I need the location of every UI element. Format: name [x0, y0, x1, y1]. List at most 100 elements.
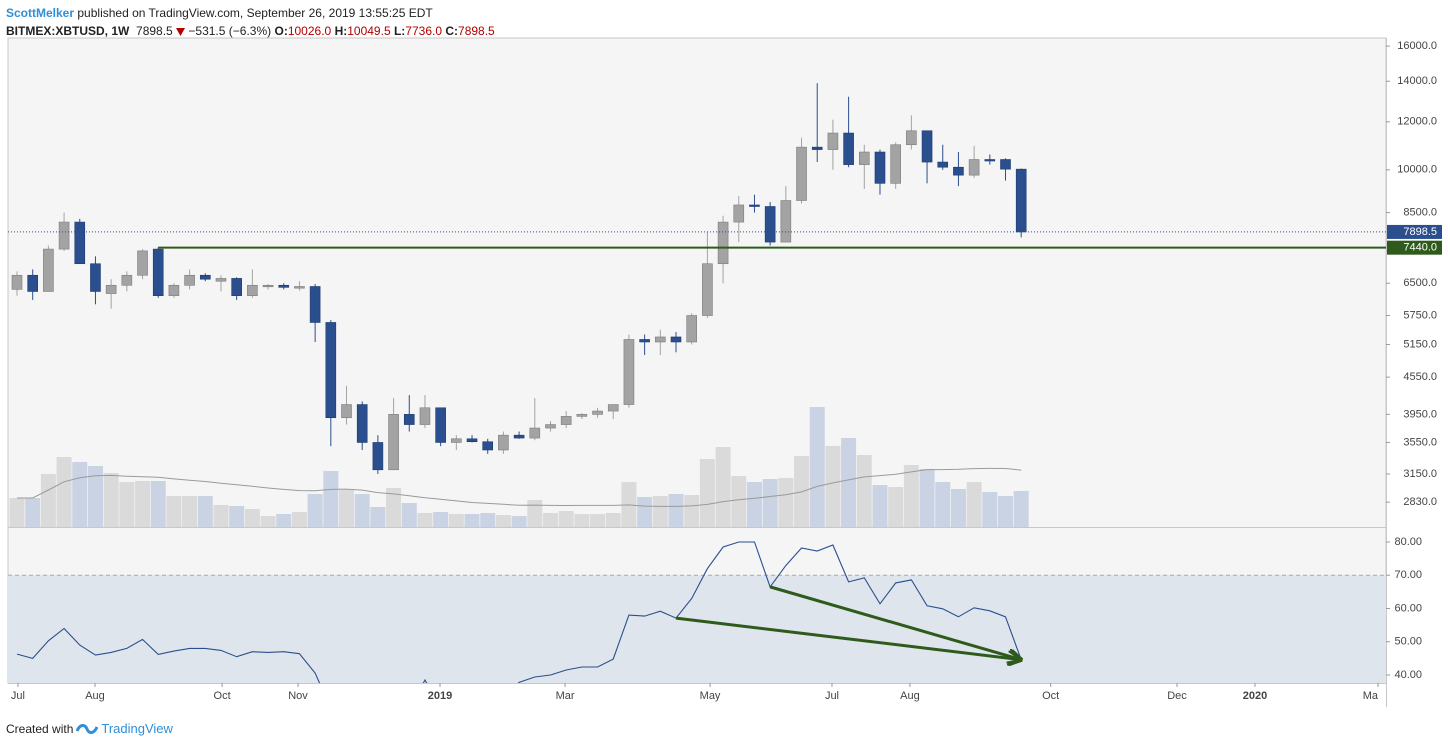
- volume-bar: [511, 516, 527, 527]
- volume-bar: [590, 514, 606, 527]
- tv-logo[interactable]: [76, 722, 99, 736]
- rsi-tick-label: 40.00: [1394, 669, 1422, 681]
- candle-body: [262, 284, 274, 288]
- volume-bar: [166, 496, 182, 527]
- candle-body: [294, 286, 305, 289]
- volume-bar: [778, 478, 794, 527]
- candle-body: [717, 221, 729, 265]
- volume-bar: [25, 498, 41, 527]
- candle-body: [874, 151, 886, 184]
- volume-bar: [9, 498, 25, 527]
- candle-body: [168, 284, 180, 296]
- rsi-pane: [8, 541, 1386, 683]
- candle-body: [843, 132, 854, 165]
- down-arrow: [176, 27, 186, 36]
- volume-bar: [464, 514, 480, 527]
- volume-bar: [150, 481, 166, 527]
- volume-bar: [731, 476, 747, 527]
- volume-bar: [244, 509, 260, 527]
- last-value: 7898.5: [136, 24, 173, 38]
- volume-bar: [699, 459, 715, 527]
- y-tick-label: 5750.0: [1403, 309, 1437, 321]
- candle-body: [231, 278, 242, 296]
- volume-bar: [1013, 491, 1029, 527]
- candle-body: [607, 404, 619, 412]
- volume-bar: [809, 407, 825, 527]
- y-tick-label: 3150.0: [1403, 468, 1437, 480]
- hline-label: 7440.0: [1403, 242, 1437, 254]
- volume-bar: [966, 482, 982, 527]
- low-label: L:: [393, 24, 406, 38]
- volume-bar: [354, 494, 370, 527]
- trend-arrow: [675, 616, 1021, 660]
- candle-body: [796, 146, 807, 201]
- volume-bar: [135, 481, 151, 527]
- candle-body: [623, 339, 635, 405]
- volume-bar: [119, 482, 135, 527]
- brand[interactable]: TradingView: [101, 721, 173, 736]
- candle-body: [733, 204, 745, 223]
- candle-body: [953, 166, 964, 176]
- volume-bar: [323, 471, 339, 527]
- candle-body: [11, 274, 23, 290]
- candle-body: [403, 414, 415, 425]
- volume-bar: [825, 446, 841, 527]
- y-tick-label: 4550.0: [1403, 371, 1437, 383]
- candle-body: [529, 427, 541, 439]
- volume-bar: [56, 457, 72, 527]
- rsi-band: [8, 575, 1386, 683]
- volume-bar: [558, 511, 574, 527]
- volume-bar: [746, 482, 762, 527]
- header-line-2: BITMEX:XBTUSD, 1W 7898.5 −531.5 (−6.3%) …: [6, 22, 495, 40]
- volume-bar: [668, 494, 684, 527]
- volume-bar: [715, 447, 731, 527]
- volume-ma: [17, 467, 1022, 507]
- volume-bar: [888, 487, 904, 527]
- volume-bar: [386, 488, 402, 527]
- candle-body: [27, 274, 38, 292]
- candle-body: [968, 159, 980, 176]
- volume-bar: [935, 482, 951, 527]
- candle-body: [576, 414, 588, 417]
- candle-body: [58, 221, 70, 250]
- candle-body: [152, 248, 164, 296]
- x-tick-label: Jul: [11, 690, 25, 702]
- x-tick-label: Nov: [288, 690, 308, 702]
- y-tick-label: 10000.0: [1397, 164, 1437, 176]
- candle-body: [372, 442, 384, 471]
- x-tick-label: May: [700, 690, 721, 702]
- change: −531.5 (−6.3%): [188, 24, 272, 38]
- candle-body: [890, 144, 901, 184]
- volume-bar: [229, 506, 245, 527]
- volume-bar: [370, 507, 386, 527]
- volume-bar: [982, 492, 998, 527]
- x-tick-label: Dec: [1167, 690, 1187, 702]
- volume-bar: [182, 496, 198, 527]
- volume-bar: [291, 512, 307, 527]
- y-tick-label: 2830.0: [1403, 496, 1437, 508]
- rsi-line: [16, 541, 1022, 683]
- candle-body: [466, 438, 478, 443]
- rsi-tick-label: 50.00: [1394, 636, 1422, 648]
- y-tick-label: 8500.0: [1403, 207, 1437, 219]
- x-tick-label: Aug: [900, 690, 920, 702]
- candle-body: [780, 200, 792, 243]
- volume-bar: [339, 490, 355, 527]
- candle-body: [921, 130, 933, 163]
- author[interactable]: ScottMelker: [6, 6, 75, 20]
- candle-body: [388, 414, 399, 471]
- volume-bar: [433, 512, 449, 527]
- candle-body: [749, 204, 760, 207]
- symbol: BITMEX:XBTUSD, 1W: [6, 24, 130, 38]
- volume-bar: [950, 489, 966, 527]
- candle-body: [356, 404, 368, 443]
- candle-body: [137, 250, 148, 276]
- volume-bar: [103, 473, 119, 527]
- y-tick-label: 3550.0: [1403, 436, 1437, 448]
- close-value: 7898.5: [458, 24, 495, 38]
- candle-body: [90, 263, 101, 292]
- last-price-label: 7898.5: [1403, 226, 1437, 238]
- volume-bar: [72, 462, 88, 527]
